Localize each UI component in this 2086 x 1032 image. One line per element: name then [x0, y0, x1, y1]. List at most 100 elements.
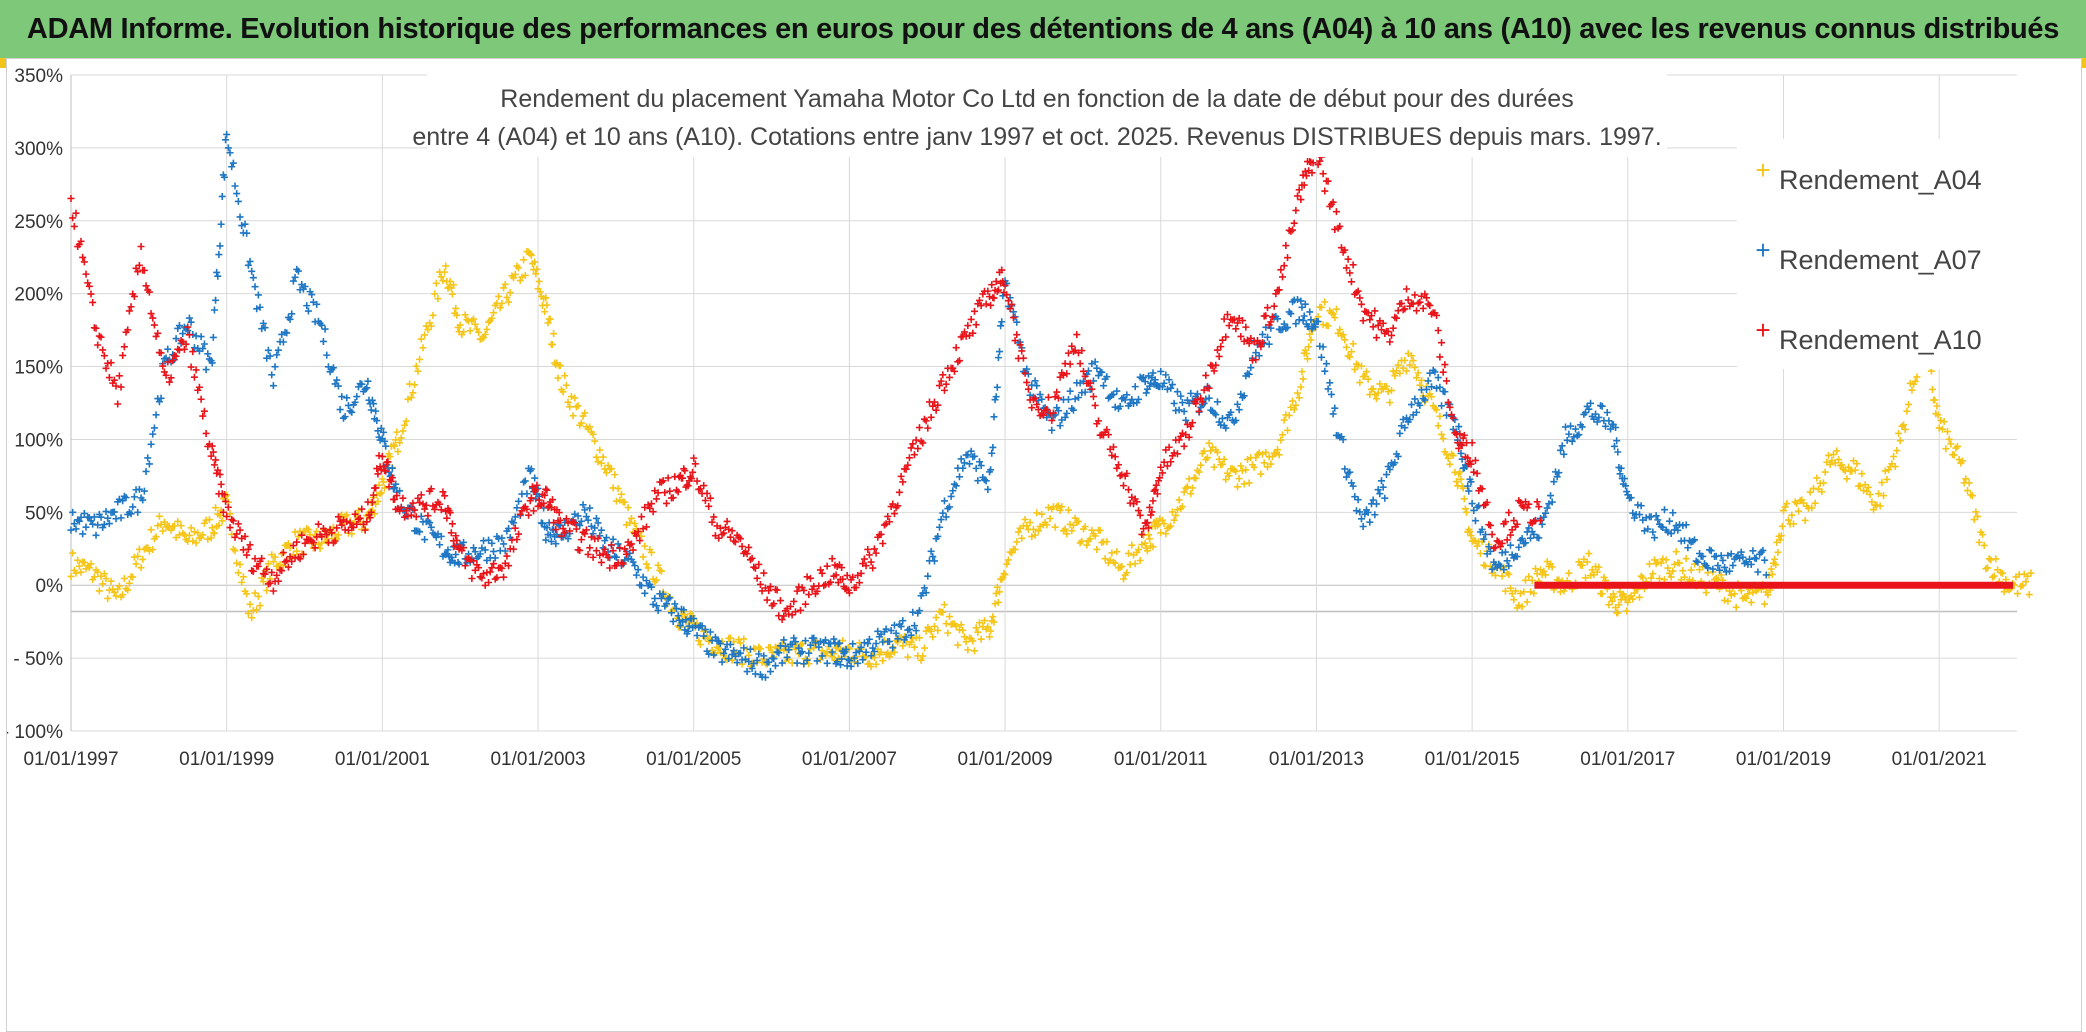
point-rendement-a07 [960, 459, 968, 467]
point-rendement-a04 [87, 560, 95, 568]
point-rendement-a04 [564, 398, 572, 406]
point-rendement-a04 [890, 648, 898, 656]
point-rendement-a04 [1761, 600, 1769, 608]
point-rendement-a07 [1570, 433, 1578, 441]
point-rendement-a07 [1635, 511, 1643, 519]
legend-marker-a04: + [1755, 155, 1770, 185]
point-rendement-a04 [962, 638, 970, 646]
point-rendement-a04 [571, 394, 579, 402]
point-rendement-a04 [1959, 457, 1967, 465]
point-rendement-a07 [849, 640, 857, 648]
point-rendement-a07 [845, 657, 853, 665]
point-rendement-a04 [597, 459, 605, 467]
point-rendement-a07 [1324, 385, 1332, 393]
point-rendement-a07 [609, 535, 617, 543]
point-rendement-a10 [1332, 208, 1340, 216]
point-rendement-a04 [745, 651, 753, 659]
point-rendement-a10 [145, 288, 153, 296]
point-rendement-a04 [1774, 548, 1782, 556]
point-rendement-a07 [1149, 369, 1157, 377]
point-rendement-a10 [1185, 433, 1193, 441]
point-rendement-a04 [434, 295, 442, 303]
point-rendement-a10 [1210, 367, 1218, 375]
point-rendement-a10 [298, 531, 306, 539]
point-rendement-a10 [1133, 498, 1141, 506]
point-rendement-a04 [1980, 541, 1988, 549]
point-rendement-a10 [309, 539, 317, 547]
point-rendement-a07 [1372, 500, 1380, 508]
point-rendement-a04 [1999, 569, 2007, 577]
point-rendement-a07 [1672, 522, 1680, 530]
point-rendement-a04 [412, 362, 420, 370]
point-rendement-a04 [1687, 566, 1695, 574]
point-rendement-a04 [259, 578, 267, 586]
point-rendement-a04 [1900, 421, 1908, 429]
point-rendement-a07 [1709, 565, 1717, 573]
point-rendement-a04 [964, 646, 972, 654]
point-rendement-a04 [1141, 539, 1149, 547]
point-rendement-a10 [826, 578, 834, 586]
point-rendement-a07 [476, 550, 484, 558]
point-rendement-a04 [1934, 411, 1942, 419]
point-rendement-a10 [922, 417, 930, 425]
point-rendement-a07 [930, 557, 938, 565]
point-rendement-a04 [1826, 461, 1834, 469]
point-rendement-a07 [1383, 471, 1390, 479]
point-rendement-a10 [353, 520, 361, 528]
point-rendement-a07 [416, 528, 424, 536]
point-rendement-a04 [1018, 534, 1026, 542]
point-rendement-a07 [216, 242, 224, 250]
point-rendement-a10 [1336, 222, 1344, 230]
point-rendement-a07 [1431, 368, 1439, 376]
point-rendement-a07 [1736, 554, 1744, 562]
point-rendement-a07 [351, 398, 359, 406]
point-rendement-a07 [649, 600, 657, 608]
point-rendement-a07 [897, 622, 905, 630]
point-rendement-a07 [842, 645, 850, 653]
point-rendement-a10 [1152, 481, 1160, 489]
point-rendement-a04 [1245, 479, 1253, 487]
point-rendement-a07 [521, 477, 529, 485]
point-rendement-a10 [461, 562, 469, 570]
point-rendement-a10 [162, 371, 170, 379]
point-rendement-a07 [110, 508, 118, 516]
point-rendement-a04 [374, 497, 382, 505]
y-tick-label: 150% [14, 358, 63, 379]
point-rendement-a10 [189, 348, 197, 356]
point-rendement-a10 [448, 520, 456, 528]
point-rendement-a07 [264, 346, 272, 354]
point-rendement-a04 [120, 574, 128, 582]
point-rendement-a10 [998, 266, 1006, 274]
point-rendement-a07 [1630, 514, 1638, 522]
point-rendement-a10 [207, 452, 215, 460]
point-rendement-a10 [150, 321, 158, 329]
point-rendement-a04 [1434, 422, 1442, 430]
point-rendement-a04 [1168, 508, 1176, 516]
point-rendement-a04 [263, 587, 271, 595]
point-rendement-a04 [1880, 492, 1888, 500]
point-rendement-a07 [659, 590, 667, 598]
point-rendement-a04 [586, 423, 594, 431]
point-rendement-a07 [1280, 320, 1288, 328]
point-rendement-a04 [1523, 598, 1531, 606]
point-rendement-a10 [999, 277, 1007, 285]
point-rendement-a04 [1374, 389, 1382, 397]
point-rendement-a07 [780, 636, 788, 644]
point-rendement-a04 [1671, 560, 1678, 568]
point-rendement-a04 [1843, 475, 1851, 483]
point-rendement-a10 [1247, 334, 1255, 342]
point-rendement-a07 [629, 558, 637, 566]
point-rendement-a10 [914, 445, 922, 453]
point-rendement-a07 [1465, 487, 1473, 495]
point-rendement-a07 [244, 261, 252, 269]
point-rendement-a07 [1749, 547, 1757, 555]
point-rendement-a10 [1488, 530, 1496, 538]
point-rendement-a07 [602, 534, 610, 542]
point-rendement-a04 [1167, 522, 1175, 530]
point-rendement-a04 [1357, 362, 1365, 370]
point-rendement-a10 [770, 600, 778, 608]
point-rendement-a10 [710, 513, 718, 521]
point-rendement-a04 [1064, 506, 1072, 514]
point-rendement-a04 [611, 471, 619, 479]
point-rendement-a10 [385, 483, 393, 491]
